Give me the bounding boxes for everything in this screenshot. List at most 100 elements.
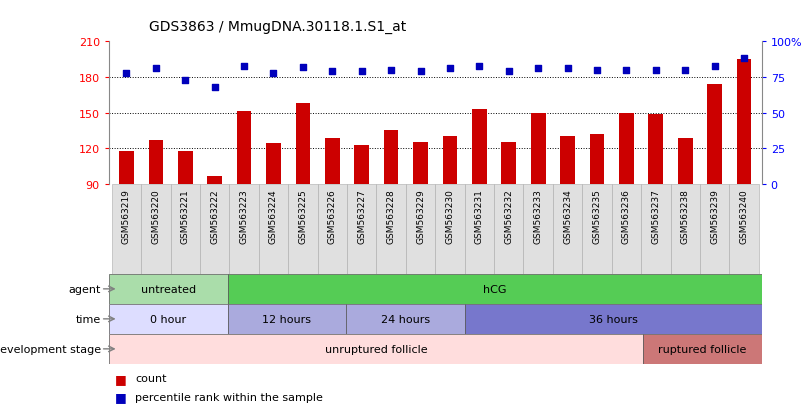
Text: GSM563222: GSM563222 [210,189,219,243]
Text: GSM563239: GSM563239 [710,189,719,244]
Point [267,70,280,77]
Text: percentile rank within the sample: percentile rank within the sample [135,392,322,401]
Point [120,70,133,77]
Text: GSM563219: GSM563219 [122,189,131,244]
Text: GSM563224: GSM563224 [269,189,278,243]
Bar [112,185,141,274]
Bar [560,137,575,185]
Bar [109,274,227,304]
Text: ruptured follicle: ruptured follicle [659,344,746,354]
Bar [109,304,227,334]
Point [532,66,545,73]
Bar [678,138,692,185]
Bar [501,143,516,185]
Text: GDS3863 / MmugDNA.30118.1.S1_at: GDS3863 / MmugDNA.30118.1.S1_at [149,20,406,34]
Bar [729,185,758,274]
Bar [347,304,465,334]
Text: GSM563221: GSM563221 [181,189,189,244]
Bar [465,304,762,334]
Point [650,67,663,74]
Bar [590,135,604,185]
Bar [227,304,347,334]
Text: unruptured follicle: unruptured follicle [325,344,427,354]
Text: ■: ■ [115,390,127,403]
Text: GSM563238: GSM563238 [681,189,690,244]
Text: agent: agent [69,284,101,294]
Text: ■: ■ [115,372,127,385]
Bar [641,185,671,274]
Bar [259,185,289,274]
Text: GSM563227: GSM563227 [357,189,366,244]
Bar [649,114,663,185]
Bar [230,185,259,274]
Bar [612,185,641,274]
Bar [355,145,369,185]
Text: GSM563230: GSM563230 [446,189,455,244]
Text: GSM563226: GSM563226 [328,189,337,244]
Text: 0 hour: 0 hour [150,314,186,324]
Bar [384,131,398,185]
Point [502,69,515,75]
Bar [119,151,134,185]
Text: 36 hours: 36 hours [589,314,638,324]
Bar [553,185,582,274]
Bar [435,185,464,274]
Text: hCG: hCG [483,284,506,294]
Text: 24 hours: 24 hours [381,314,430,324]
Text: 12 hours: 12 hours [263,314,311,324]
Bar [325,138,339,185]
Point [384,67,397,74]
Bar [737,60,751,185]
Bar [109,334,643,364]
Bar [531,113,546,185]
Bar [296,104,310,185]
Text: untreated: untreated [140,284,196,294]
Text: time: time [76,314,101,324]
Text: GSM563233: GSM563233 [534,189,542,244]
Point [591,67,604,74]
Text: count: count [135,373,166,383]
Point [620,67,633,74]
Point [297,64,310,71]
Point [149,66,162,73]
Point [561,66,574,73]
Bar [700,185,729,274]
Bar [141,185,171,274]
Bar [318,185,347,274]
Text: GSM563220: GSM563220 [152,189,160,244]
Bar [207,176,222,185]
Bar [464,185,494,274]
Bar [406,185,435,274]
Bar [376,185,406,274]
Text: GSM563231: GSM563231 [475,189,484,244]
Text: GSM563234: GSM563234 [563,189,572,244]
Bar [347,185,376,274]
Bar [582,185,612,274]
Bar [171,185,200,274]
Bar [266,144,280,185]
Text: GSM563229: GSM563229 [416,189,425,244]
Bar [494,185,523,274]
Point [238,63,251,70]
Bar [707,85,722,185]
Point [708,63,721,70]
Bar [619,113,634,185]
Bar [289,185,318,274]
Bar [523,185,553,274]
Bar [442,137,457,185]
Bar [178,151,193,185]
Text: GSM563237: GSM563237 [651,189,660,244]
Point [737,56,750,62]
Text: GSM563240: GSM563240 [740,189,749,244]
Point [326,69,339,75]
Bar [227,274,762,304]
Bar [413,143,428,185]
Text: GSM563228: GSM563228 [387,189,396,244]
Point [179,77,192,84]
Point [473,63,486,70]
Bar [472,110,487,185]
Bar [200,185,230,274]
Text: GSM563225: GSM563225 [298,189,307,244]
Text: development stage: development stage [0,344,101,354]
Point [355,69,368,75]
